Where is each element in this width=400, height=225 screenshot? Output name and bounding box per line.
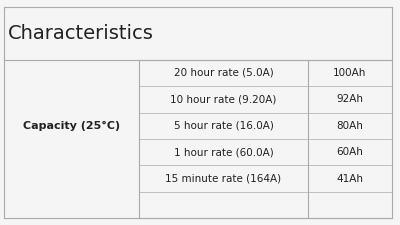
Text: 80Ah: 80Ah — [336, 121, 363, 131]
Text: Characteristics: Characteristics — [8, 24, 154, 43]
Text: 15 minute rate (164A): 15 minute rate (164A) — [166, 174, 282, 184]
Text: 20 hour rate (5.0A): 20 hour rate (5.0A) — [174, 68, 273, 78]
Text: 60Ah: 60Ah — [336, 147, 363, 157]
Text: 100Ah: 100Ah — [333, 68, 367, 78]
Text: Capacity (25°C): Capacity (25°C) — [23, 121, 120, 131]
Text: 10 hour rate (9.20A): 10 hour rate (9.20A) — [170, 94, 277, 104]
Text: 92Ah: 92Ah — [336, 94, 364, 104]
Text: 1 hour rate (60.0A): 1 hour rate (60.0A) — [174, 147, 273, 157]
Text: 5 hour rate (16.0A): 5 hour rate (16.0A) — [174, 121, 274, 131]
Text: 41Ah: 41Ah — [336, 174, 364, 184]
